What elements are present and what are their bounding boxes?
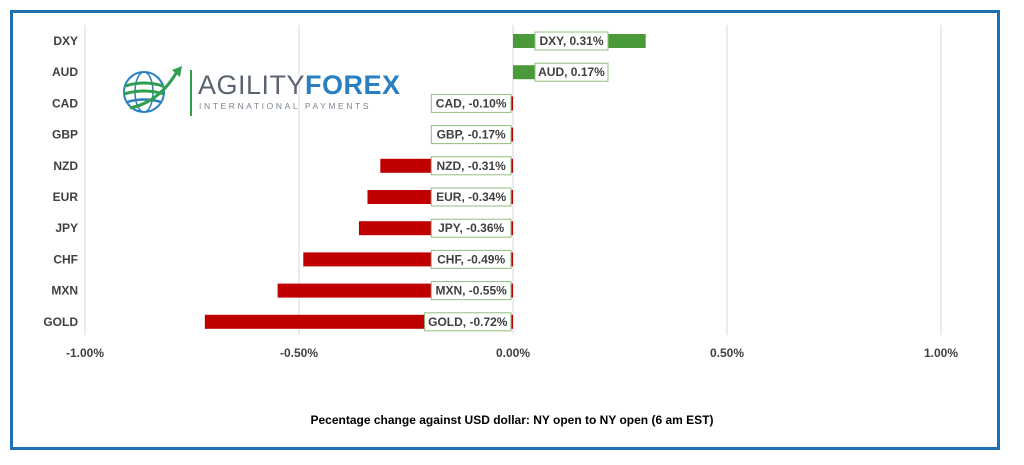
x-tick-label: 0.50% [710,346,744,360]
category-label: NZD [53,159,78,173]
x-tick-label: -0.50% [280,346,318,360]
data-label-box [534,31,609,51]
data-label: NZD, -0.31% [436,159,506,173]
data-label: EUR, -0.34% [436,190,506,204]
data-label: JPY, -0.36% [438,221,504,235]
data-label-box [424,312,512,332]
data-label-box [430,156,512,176]
chart-caption: Pecentage change against USD dollar: NY … [310,413,714,427]
category-label: GBP [52,128,78,142]
logo-tagline: INTERNATIONAL PAYMENTS [199,101,372,111]
data-label: DXY, 0.31% [539,34,603,48]
data-label: GBP, -0.17% [437,128,506,142]
category-label: JPY [55,221,78,235]
category-label: AUD [52,65,78,79]
category-label: CAD [52,96,78,110]
data-label-box [430,281,512,301]
category-label: DXY [53,34,78,48]
data-label: CAD, -0.10% [436,96,507,110]
data-label-box [430,93,512,113]
category-label: EUR [53,190,79,204]
data-label-box [430,249,512,269]
data-label: AUD, 0.17% [538,65,605,79]
globe-arrow-icon [123,66,182,113]
x-tick-label: 1.00% [924,346,958,360]
data-label-box [430,125,512,145]
x-tick-label: -1.00% [66,346,104,360]
data-label: MXN, -0.55% [435,284,507,298]
data-label-box [534,62,609,82]
data-label-box [430,218,512,238]
data-label: CHF, -0.49% [437,252,505,266]
logo-wordmark-part1: AGILITY [198,70,306,100]
data-label-box [430,187,512,207]
logo-divider [190,70,192,116]
category-label: GOLD [43,315,78,329]
category-label: CHF [53,252,78,266]
category-label: MXN [51,284,78,298]
x-tick-label: 0.00% [496,346,530,360]
logo-wordmark-part2: FOREX [305,70,401,100]
logo-wordmark: AGILITYFOREX [198,70,401,101]
data-label: GOLD, -0.72% [428,315,508,329]
